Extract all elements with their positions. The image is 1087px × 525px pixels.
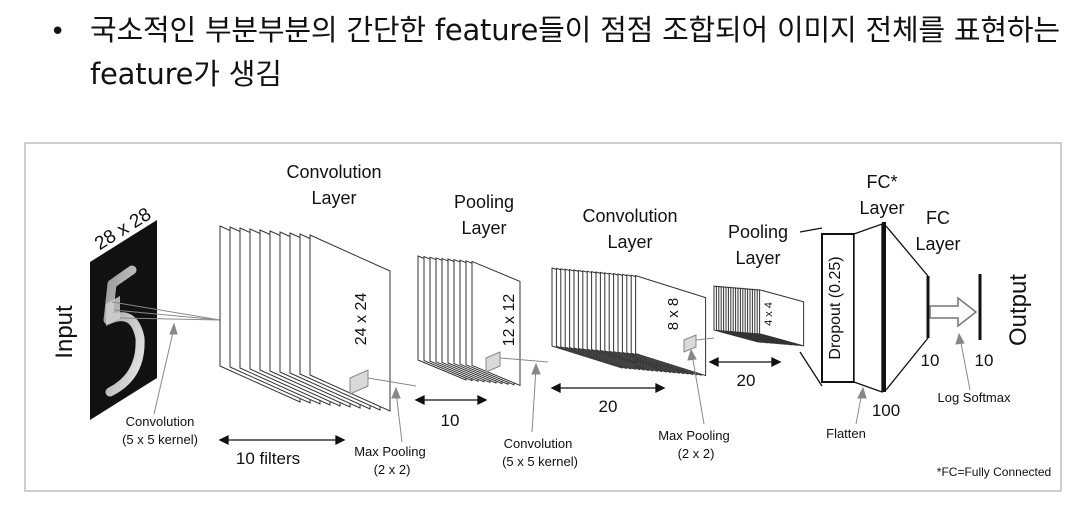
figure-frame xyxy=(24,142,1062,492)
conv-b-annotation-line1: Convolution xyxy=(504,436,573,451)
output-arrow xyxy=(929,296,978,328)
conv1-depth-label: 10 filters xyxy=(236,449,300,468)
conv2-stack xyxy=(551,267,707,377)
fc2-title-line2: Layer xyxy=(915,234,960,254)
fc1-title-line1: FC* xyxy=(867,172,898,192)
conv1-stack xyxy=(219,225,391,412)
annotation-pointers xyxy=(153,322,971,443)
input-image xyxy=(90,220,157,420)
conv2-size-label: 8 x 8 xyxy=(665,298,682,331)
conv1-title-line1: Convolution xyxy=(286,162,381,182)
fc1-layer xyxy=(799,222,930,393)
maxpool-a-annotation-line2: (2 x 2) xyxy=(374,462,411,477)
maxpool-b-annotation-line1: Max Pooling xyxy=(658,428,730,443)
input-label: Input xyxy=(51,305,78,359)
fc2-units-label: 10 xyxy=(921,351,940,370)
pool2-size-label: 4 x 4 xyxy=(763,302,775,326)
pool1-title-line2: Layer xyxy=(461,218,506,238)
kernel-markers xyxy=(349,334,697,395)
depth-arrows xyxy=(218,356,782,446)
output-units-label: 10 xyxy=(975,351,994,370)
fc1-units-label: 100 xyxy=(872,401,900,420)
conv1-size-label: 24 x 24 xyxy=(353,293,370,346)
conv-a-annotation-line2: (5 x 5 kernel) xyxy=(122,432,198,447)
conv2-title-line1: Convolution xyxy=(582,206,677,226)
conv1-title-line2: Layer xyxy=(311,188,356,208)
pool2-stack xyxy=(713,285,805,347)
maxpool-a-annotation-line1: Max Pooling xyxy=(354,444,426,459)
pool1-title-line1: Pooling xyxy=(454,192,514,212)
pool2-title-line1: Pooling xyxy=(728,222,788,242)
pool1-stack xyxy=(417,255,521,387)
conv2-depth-label: 20 xyxy=(599,397,618,416)
maxpool-b-annotation-line2: (2 x 2) xyxy=(678,446,715,461)
pool1-depth-label: 10 xyxy=(441,411,460,430)
fc2-title-line1: FC xyxy=(926,208,950,228)
bullet-symbol: • xyxy=(50,17,66,47)
bullet-point: • 국소적인 부분부분의 간단한 feature들이 점점 조합되어 이미지 전… xyxy=(50,8,1070,96)
conv2-title-line2: Layer xyxy=(607,232,652,252)
footnote: *FC=Fully Connected xyxy=(937,465,1051,479)
fc1-dropout-label: Dropout (0.25) xyxy=(827,256,844,359)
output-label: Output xyxy=(1005,274,1032,346)
conv-a-annotation-line1: Convolution xyxy=(126,414,195,429)
bullet-text: 국소적인 부분부분의 간단한 feature들이 점점 조합되어 이미지 전체를… xyxy=(90,13,1060,91)
flatten-annotation: Flatten xyxy=(826,426,866,441)
cnn-architecture-figure: Input 28 x 28 Convolution Layer 24 x 24 … xyxy=(24,142,1064,498)
pool1-feature-map xyxy=(471,260,521,387)
pool2-feature-map xyxy=(759,289,805,347)
conv-b-annotation-line2: (5 x 5 kernel) xyxy=(502,454,578,469)
pool1-size-label: 12 x 12 xyxy=(501,294,518,347)
log-softmax-annotation: Log Softmax xyxy=(938,390,1011,405)
kernel-projection-lines xyxy=(111,301,221,321)
kernel-connector-lines xyxy=(367,337,715,387)
conv1-feature-map xyxy=(309,234,391,412)
pool2-depth-label: 20 xyxy=(737,371,756,390)
pool2-title-line2: Layer xyxy=(735,248,780,268)
fc1-title-line2: Layer xyxy=(859,198,904,218)
